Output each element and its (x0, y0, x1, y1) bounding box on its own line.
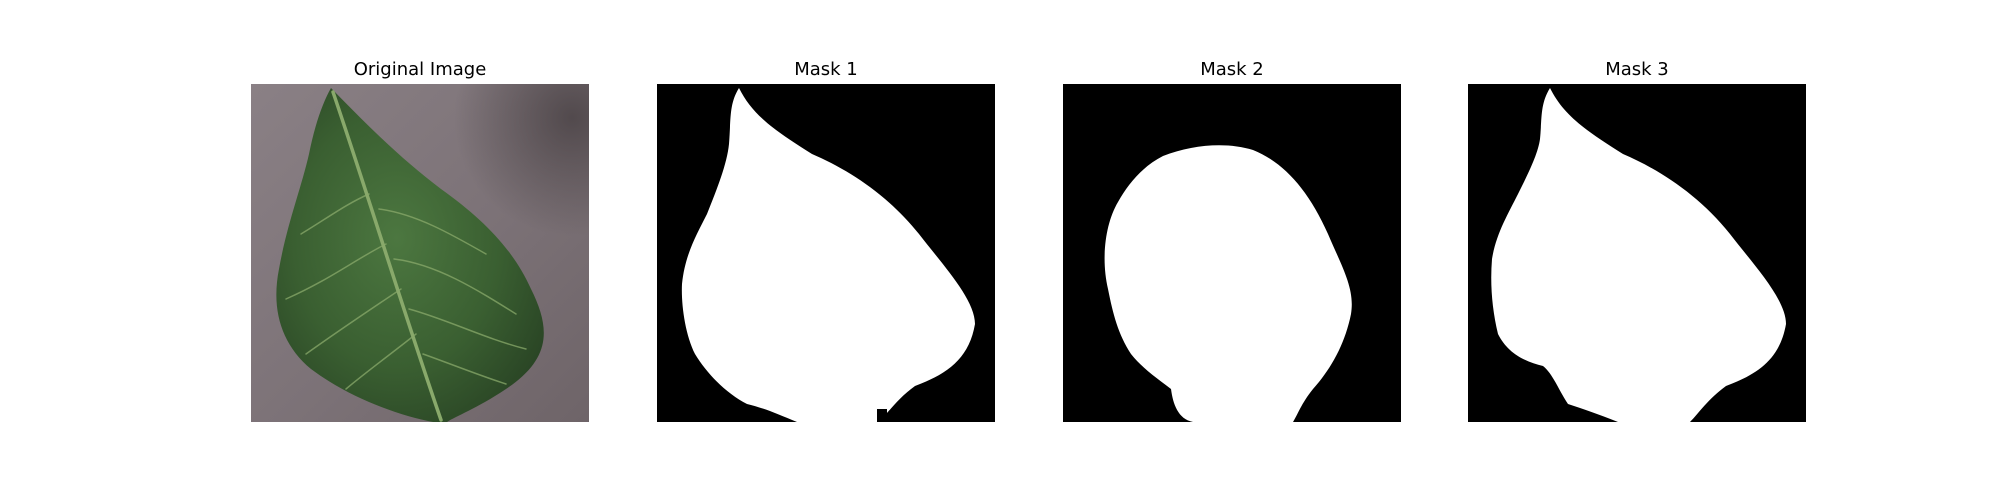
leaf (276, 88, 544, 422)
mask-2-region (1104, 145, 1352, 422)
mask-1-title: Mask 1 (794, 59, 858, 80)
original-image-panel (251, 84, 589, 422)
mask-notch (877, 409, 887, 422)
original-image-title: Original Image (353, 59, 487, 80)
leaf-photo (251, 84, 589, 422)
mask-1-image (657, 84, 995, 422)
mask-2-image (1063, 84, 1401, 422)
leaf-veins (285, 90, 527, 422)
mask-3-region (1491, 88, 1786, 422)
mask-2-title: Mask 2 (1200, 59, 1264, 80)
mask-3-image (1468, 84, 1806, 422)
mask-3-panel (1468, 84, 1806, 422)
midrib (331, 90, 443, 422)
mask-1-region (681, 88, 975, 422)
mask-1-panel (657, 84, 995, 422)
mask-2-panel (1063, 84, 1401, 422)
mask-3-title: Mask 3 (1605, 59, 1669, 80)
